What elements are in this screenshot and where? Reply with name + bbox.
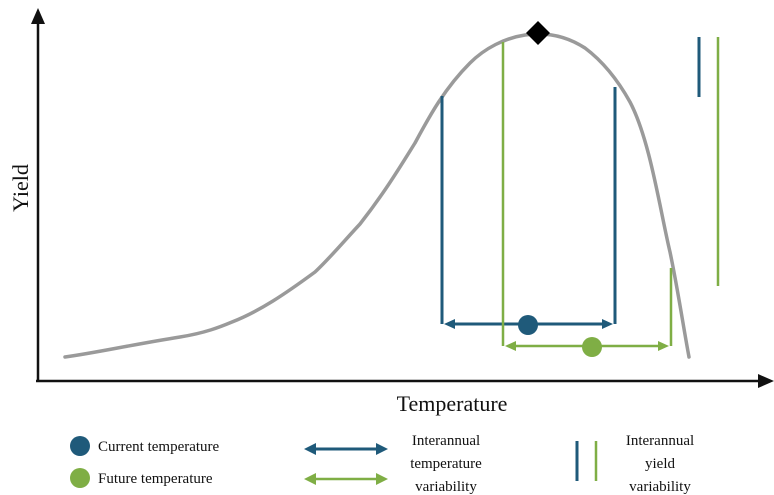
x-axis-arrowhead [758,374,774,388]
yield-curve [63,32,691,359]
legend-temperature-variability-line1: Interannual [412,433,480,449]
legend-future-dot [70,468,90,488]
current-temperature-range [440,87,617,326]
current-range-arrowhead-right [602,319,613,329]
legend-yield-variability-line1: Interannual [626,433,694,449]
legend: Current temperature Future temperature I… [70,433,694,495]
y-axis-label: Yield [8,164,33,212]
legend-yield-variability-line3: variability [629,479,691,495]
legend-current-dot [70,436,90,456]
legend-temperature-variability-line2: temperature [410,456,482,472]
legend-current-label: Current temperature [98,439,220,455]
legend-future-arrowhead-left [304,473,316,485]
x-axis-label: Temperature [397,391,508,416]
optimum-diamond-marker [526,21,550,45]
future-temperature-range [501,42,673,348]
legend-yield-variability-line2: yield [645,456,675,472]
legend-current-arrowhead-right [376,443,388,455]
y-axis-arrowhead [31,8,45,24]
future-temperature-point [582,337,602,357]
future-range-arrowhead-right [658,341,669,351]
future-range-arrowhead-left [505,341,516,351]
legend-current-arrowhead-left [304,443,316,455]
current-range-arrowhead-left [444,319,455,329]
legend-future-arrowhead-right [376,473,388,485]
legend-future-label: Future temperature [98,471,213,487]
legend-temperature-variability-line3: variability [415,479,477,495]
current-temperature-point [518,315,538,335]
